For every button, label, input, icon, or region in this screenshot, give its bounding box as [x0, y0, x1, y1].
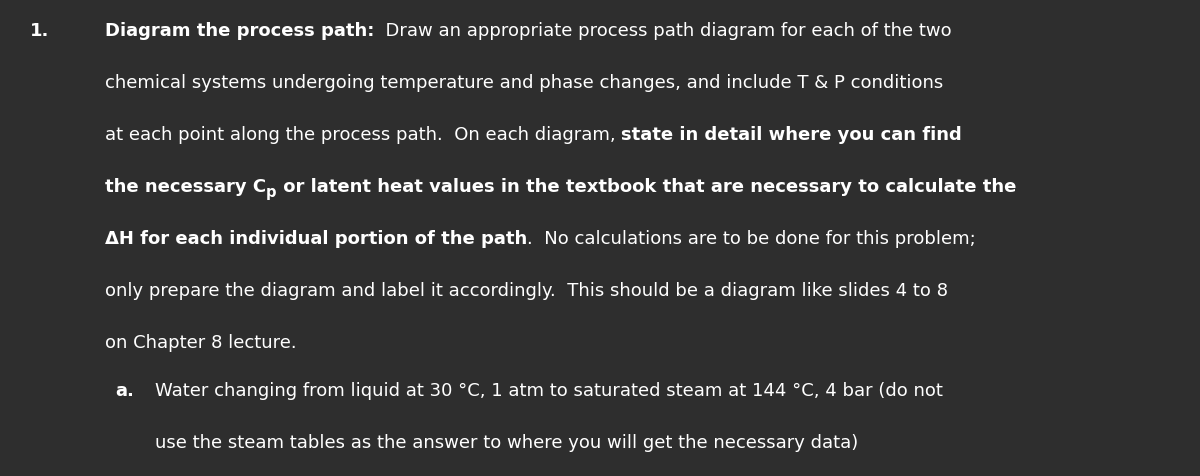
- Text: p: p: [266, 185, 277, 200]
- Text: use the steam tables as the answer to where you will get the necessary data): use the steam tables as the answer to wh…: [155, 434, 858, 452]
- Text: on Chapter 8 lecture.: on Chapter 8 lecture.: [106, 334, 296, 352]
- Text: state in detail where you can find: state in detail where you can find: [622, 126, 962, 144]
- Text: Water changing from liquid at 30 °C, 1 atm to saturated steam at 144 °C, 4 bar (: Water changing from liquid at 30 °C, 1 a…: [155, 382, 943, 400]
- Text: a.: a.: [115, 382, 134, 400]
- Text: the necessary C: the necessary C: [106, 178, 266, 196]
- Text: chemical systems undergoing temperature and phase changes, and include T & P con: chemical systems undergoing temperature …: [106, 74, 943, 92]
- Text: ΔH for each individual portion of the path: ΔH for each individual portion of the pa…: [106, 230, 527, 248]
- Text: at each point along the process path.  On each diagram,: at each point along the process path. On…: [106, 126, 622, 144]
- Text: Draw an appropriate process path diagram for each of the two: Draw an appropriate process path diagram…: [374, 22, 952, 40]
- Text: 1.: 1.: [30, 22, 49, 40]
- Text: only prepare the diagram and label it accordingly.  This should be a diagram lik: only prepare the diagram and label it ac…: [106, 282, 948, 300]
- Text: .  No calculations are to be done for this problem;: . No calculations are to be done for thi…: [527, 230, 976, 248]
- Text: Diagram the process path:: Diagram the process path:: [106, 22, 374, 40]
- Text: or latent heat values in the textbook that are necessary to calculate the: or latent heat values in the textbook th…: [277, 178, 1016, 196]
